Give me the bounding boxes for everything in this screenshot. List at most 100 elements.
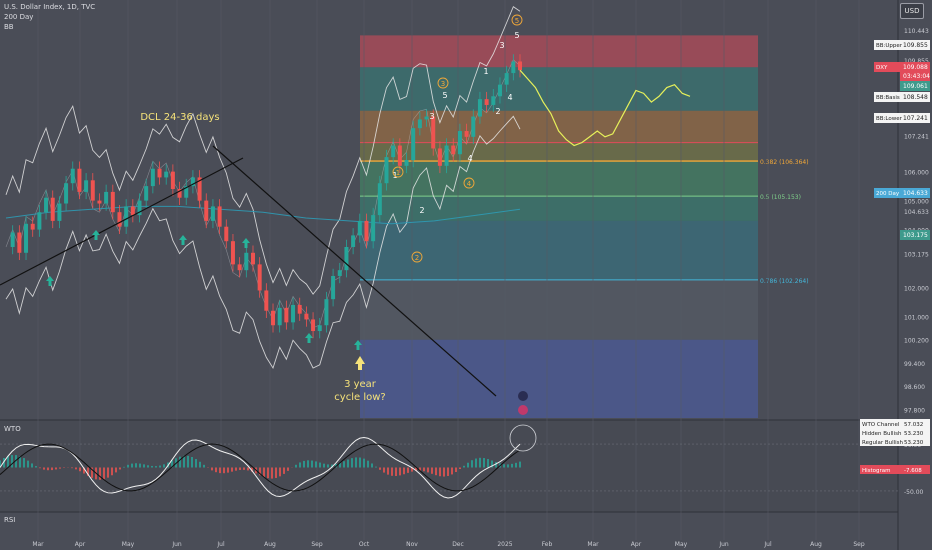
- candle-body: [311, 319, 316, 332]
- price-label-bg: [900, 40, 930, 50]
- candle-body: [371, 215, 376, 242]
- wave-label: 2: [419, 206, 424, 215]
- wto-histogram-bar: [31, 463, 33, 468]
- wto-histogram-bar: [319, 462, 321, 468]
- wto-histogram-bar: [403, 467, 405, 475]
- wto-histogram-bar: [391, 467, 393, 476]
- wto-histogram-bar: [131, 463, 133, 468]
- candle-body: [44, 197, 49, 213]
- wto-histogram-bar: [287, 467, 289, 471]
- wto-histogram-bar: [187, 455, 189, 468]
- wto-histogram-bar: [447, 467, 449, 476]
- wto-highlight-circle: [509, 424, 537, 452]
- circled-wave-label: 4: [467, 180, 472, 188]
- candle-body: [297, 304, 302, 314]
- y-tick-label: 103.175: [904, 252, 929, 259]
- candle-body: [484, 99, 489, 105]
- wto-legend-bg: [860, 419, 930, 428]
- wto-pane-title[interactable]: WTO: [4, 425, 21, 433]
- candle-body: [90, 180, 95, 201]
- y-tick-label: 110.443: [904, 28, 929, 35]
- wto-histogram-bar: [323, 463, 325, 468]
- candle-body: [104, 191, 109, 204]
- candle-body: [518, 61, 522, 71]
- circled-wave-marker: [392, 166, 404, 178]
- wto-histogram-bar: [211, 467, 213, 471]
- wto-histogram-bar: [51, 467, 53, 471]
- candle-body: [137, 200, 142, 216]
- x-tick-label: Sep: [853, 541, 865, 548]
- candle-body: [197, 177, 202, 201]
- candle-body: [264, 290, 269, 311]
- candle-body: [491, 96, 496, 105]
- candle-body: [451, 145, 456, 155]
- candle-body: [130, 206, 135, 216]
- cycle-marker-icon: [92, 230, 100, 240]
- annotation-dcl: DCL 24-36 days: [140, 112, 219, 123]
- wto-histogram-bar: [379, 467, 381, 470]
- candle-body: [324, 299, 329, 326]
- wto-histogram-bar: [295, 464, 297, 468]
- currency-button-label: USD: [904, 7, 920, 15]
- indicator-name-bg: [874, 40, 900, 50]
- x-tick-label: Sep: [311, 541, 323, 548]
- indicator-200-day-label[interactable]: 200 Day: [4, 13, 34, 21]
- wto-histogram-bar: [179, 456, 181, 468]
- wto-histogram-bar: [275, 467, 277, 478]
- rsi-pane-title[interactable]: RSI: [4, 516, 16, 524]
- candle-body: [331, 275, 336, 300]
- circled-wave-marker: [463, 177, 475, 189]
- wto-histogram-bar: [307, 460, 309, 468]
- candle-body: [184, 186, 189, 198]
- wto-histogram-bar: [75, 467, 77, 470]
- wto-histogram-bar: [311, 460, 313, 468]
- wto-histogram-bar: [387, 467, 389, 475]
- wto-histogram-bar: [471, 460, 473, 468]
- x-tick-label: Nov: [406, 541, 418, 548]
- wto-histogram-bar: [199, 461, 201, 468]
- y-tick-label: 106.000: [904, 170, 929, 177]
- wto-histogram-bar: [127, 464, 129, 468]
- fib-level-label: 0.5 (105.153): [760, 194, 801, 201]
- wto-histogram-bar: [219, 467, 221, 474]
- wto-histogram-bar: [455, 467, 457, 473]
- candle-body: [84, 180, 89, 192]
- candle-body: [57, 203, 62, 221]
- circled-wave-marker: [511, 14, 523, 26]
- x-tick-label: Jun: [171, 541, 182, 548]
- wto-histogram-bar: [23, 458, 25, 468]
- wto-histogram-bar: [251, 467, 253, 472]
- wto-histogram-bar: [115, 467, 117, 473]
- y-tick-label: 98.600: [904, 384, 925, 391]
- wto-histogram-bar: [439, 467, 441, 477]
- candle-body: [497, 84, 502, 97]
- candle-body: [70, 168, 75, 184]
- wto-legend-name: Histogram: [862, 468, 891, 474]
- fib-zone: [360, 196, 758, 221]
- wto-histogram-bar: [119, 467, 121, 470]
- wto-histogram-bar: [91, 467, 93, 478]
- grid-layer: [0, 0, 899, 550]
- wto-histogram-bar: [215, 467, 217, 473]
- candle-body: [351, 235, 356, 247]
- wave-label: 1: [483, 67, 488, 76]
- candle-body: [344, 246, 349, 271]
- x-tick-label: Aug: [264, 541, 276, 548]
- fib-zone: [360, 35, 758, 68]
- wto-histogram-bar: [435, 467, 437, 476]
- wto-histogram-bar: [299, 462, 301, 468]
- wto-histogram-bar: [35, 466, 37, 468]
- fib-zone: [360, 280, 758, 340]
- wto-histogram-bar: [263, 467, 265, 478]
- wave-label: 3: [429, 112, 434, 121]
- indicator-bb-label[interactable]: BB: [4, 23, 14, 31]
- wto-histogram-bar: [399, 467, 401, 476]
- currency-button[interactable]: USD: [900, 3, 924, 19]
- candle-body: [204, 200, 209, 221]
- price-label-bg: [900, 92, 930, 102]
- candle-body: [210, 206, 215, 221]
- wto-histogram-bar: [355, 457, 357, 468]
- candles-layer: [10, 54, 522, 339]
